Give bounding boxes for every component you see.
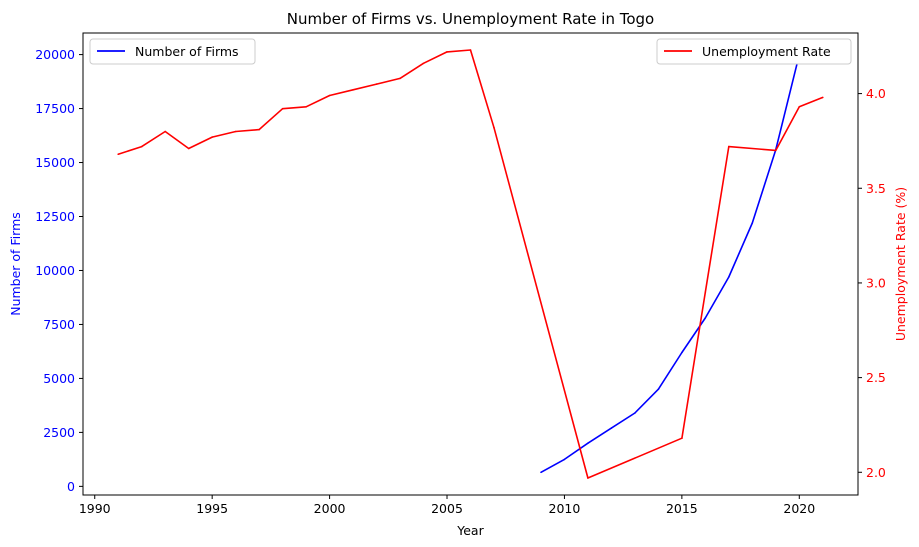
x-tick-label: 2005 — [431, 501, 463, 516]
unemployment-point — [469, 49, 472, 51]
unemployment-point — [328, 94, 331, 97]
unemployment-point — [399, 77, 401, 80]
right-axis-label: Unemployment Rate (%) — [893, 187, 908, 341]
legend-firms: Number of Firms — [89, 38, 256, 65]
left-tick-label: 10000 — [35, 263, 75, 278]
unemployment-point — [187, 147, 190, 150]
x-axis-label: Year — [456, 523, 484, 538]
firms-series-line — [540, 54, 801, 474]
unemployment-point — [422, 62, 425, 65]
left-tick-label: 0 — [67, 479, 75, 494]
unemployment-point — [258, 128, 260, 131]
axes-layer: 1990 1995 2000 2005 2010 2015 2020 0 2500 5000 750… — [35, 47, 886, 516]
x-tick-label: 1995 — [196, 501, 228, 516]
unemployment-point — [446, 51, 448, 53]
legend-firms-frame — [89, 38, 256, 65]
firms-point — [540, 471, 542, 474]
legend-firms-label: Number of Firms — [135, 44, 239, 59]
plot-frame — [82, 32, 859, 496]
chart-title: Number of Firms vs. Unemployment Rate in… — [287, 10, 654, 28]
x-tick-label: 2020 — [783, 501, 815, 516]
firms-point — [563, 458, 566, 461]
legend-unemployment: Unemployment Rate — [656, 38, 852, 65]
firms-point — [587, 442, 589, 445]
unemployment-point — [493, 126, 495, 129]
unemployment-point — [681, 437, 683, 440]
left-tick-label: 5000 — [43, 371, 75, 386]
left-tick-label: 7500 — [43, 317, 75, 332]
firms-point — [728, 276, 730, 278]
right-tick-label: 2.5 — [866, 370, 886, 385]
unemployment-point — [775, 149, 777, 152]
plot-background — [83, 33, 858, 495]
firms-point — [704, 317, 707, 319]
unemployment-point — [375, 83, 378, 85]
left-tick-label: 15000 — [35, 155, 75, 170]
unemployment-point — [305, 106, 307, 108]
left-tick-label: 17500 — [35, 101, 75, 116]
left-tick-label: 12500 — [35, 209, 75, 224]
x-tick-label: 1990 — [79, 501, 111, 516]
firms-point — [751, 222, 754, 224]
left-axis-label: Number of Firms — [8, 212, 23, 316]
unemployment-point — [140, 145, 143, 148]
series-layer — [117, 49, 824, 479]
unemployment-point — [234, 130, 237, 133]
unemployment-point — [798, 106, 801, 108]
right-tick-label: 4.0 — [866, 86, 886, 101]
unemployment-point — [587, 477, 589, 479]
legend-unemployment-frame — [656, 38, 852, 65]
unemployment-point — [117, 153, 119, 155]
firms-point — [634, 412, 636, 414]
unemployment-point — [704, 291, 707, 294]
unemployment-point — [352, 89, 354, 91]
unemployment-point — [281, 107, 284, 110]
unemployment-point — [211, 136, 213, 138]
unemployment-point — [822, 96, 824, 99]
x-tick-label: 2010 — [549, 501, 581, 516]
right-tick-label: 3.5 — [866, 181, 886, 196]
left-tick-label: 2500 — [43, 425, 75, 440]
x-tick-label: 2000 — [314, 501, 346, 516]
firms-point — [610, 427, 613, 429]
unemployment-point — [728, 145, 730, 148]
unemployment-series-line — [117, 49, 824, 479]
right-tick-label: 3.0 — [866, 275, 886, 290]
firms-point — [657, 388, 660, 391]
left-tick-label: 20000 — [35, 47, 75, 62]
right-tick-label: 2.0 — [866, 465, 886, 480]
x-tick-label: 2015 — [666, 501, 698, 516]
unemployment-point — [164, 130, 166, 133]
legend-unemployment-label: Unemployment Rate — [702, 44, 831, 59]
firms-point — [681, 351, 683, 354]
